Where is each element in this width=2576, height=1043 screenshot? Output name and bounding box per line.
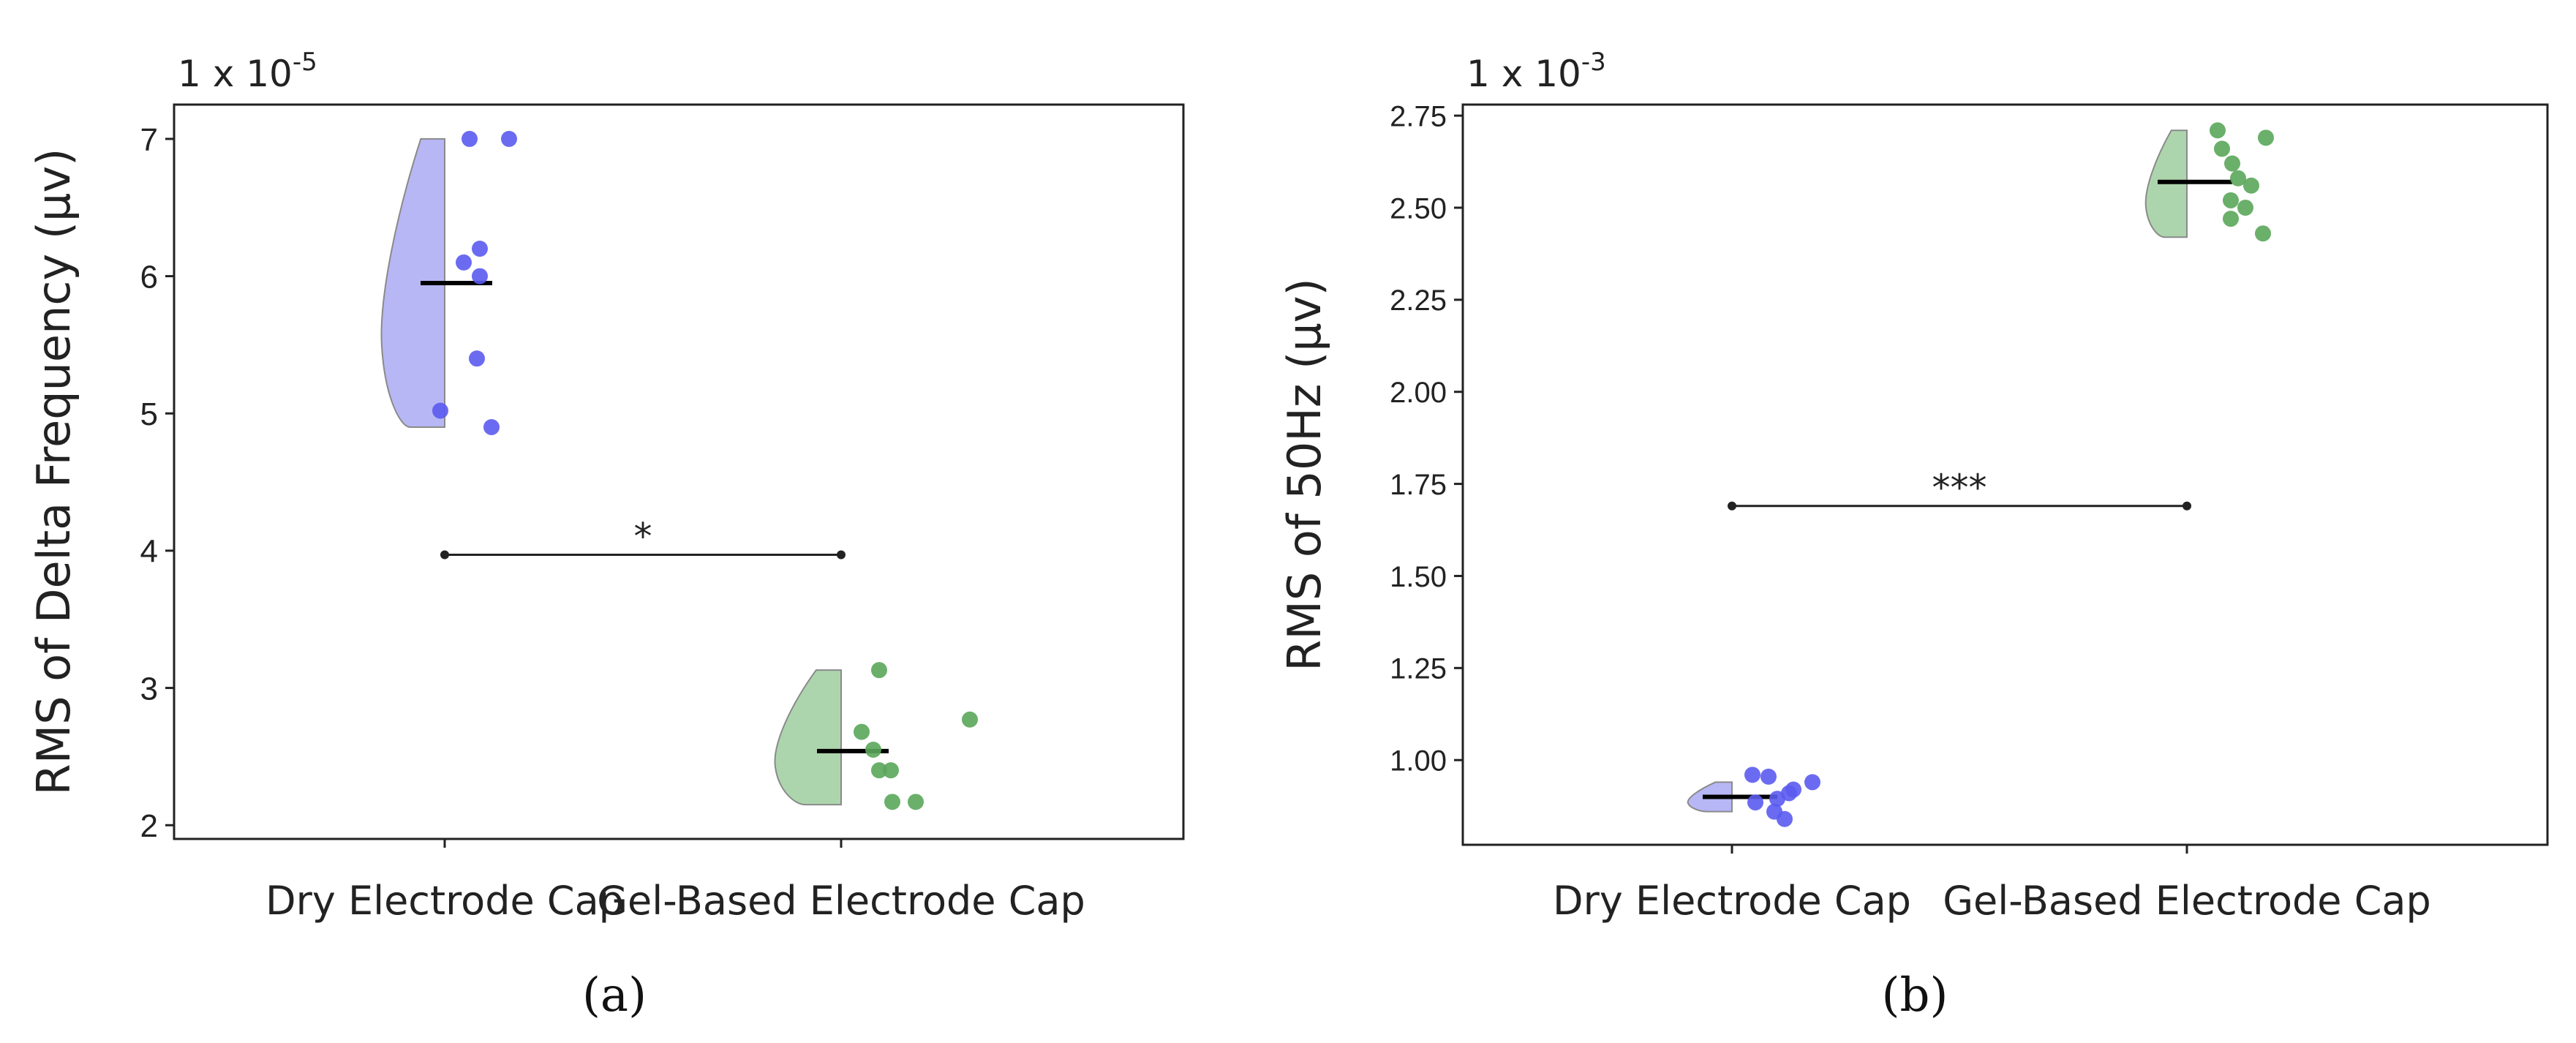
violin-gel: [774, 669, 842, 806]
data-point-dry: [472, 268, 488, 285]
scale-factor-exponent: -5: [293, 48, 317, 77]
y-tick-label: 1.00: [1390, 745, 1447, 777]
y-tick-label: 4: [140, 534, 158, 570]
significance-marker: *: [634, 516, 652, 558]
y-tick-label: 1.50: [1390, 561, 1447, 593]
data-point-gel: [871, 662, 887, 679]
data-point-dry: [432, 402, 448, 419]
y-tick-label: 2: [140, 808, 158, 844]
y-tick-label: 3: [140, 671, 158, 707]
data-point-dry: [1747, 794, 1763, 811]
data-point-gel: [908, 794, 924, 810]
significance-endpoint: [2183, 501, 2191, 511]
x-tick-label: Gel-Based Electrode Cap: [1943, 878, 2431, 924]
data-point-gel: [2224, 155, 2240, 172]
data-point-dry: [469, 350, 485, 367]
data-point-dry: [501, 130, 517, 147]
y-tick-label: 7: [140, 122, 158, 158]
y-tick-label: 2.00: [1390, 377, 1447, 409]
data-point-dry: [483, 419, 500, 436]
panel-label: (b): [1882, 968, 1948, 1023]
data-point-gel: [854, 723, 870, 740]
data-point-gel: [2214, 140, 2230, 157]
data-point-dry: [456, 254, 472, 271]
data-point-dry: [1760, 768, 1777, 785]
data-point-gel: [2223, 192, 2239, 208]
y-axis-label: RMS of 50Hz (μv): [1278, 278, 1331, 671]
data-point-dry: [1777, 810, 1793, 827]
significance-endpoint: [837, 550, 846, 560]
y-tick-label: 1.25: [1390, 653, 1447, 685]
x-tick-label: Gel-Based Electrode Cap: [597, 878, 1085, 924]
y-tick-label: 2.75: [1390, 101, 1447, 133]
data-point-gel: [962, 711, 978, 728]
data-point-gel: [2255, 225, 2271, 242]
significance-endpoint: [440, 550, 449, 560]
y-tick-label: 2.25: [1390, 285, 1447, 317]
data-point-dry: [1804, 774, 1820, 791]
significance-marker: ***: [1932, 467, 1987, 509]
panel-label: (a): [582, 968, 647, 1023]
plot-frame: [1461, 103, 2549, 846]
data-point-gel: [883, 762, 899, 779]
significance-endpoint: [1728, 501, 1736, 511]
x-tick-label: Dry Electrode Cap: [1553, 878, 1911, 924]
y-tick-label: 5: [140, 396, 158, 432]
scale-factor-exponent: -3: [1581, 48, 1606, 77]
chart-panel-b: 1.00 1.25 1.50 1.75 2.00 2.25 2.50 2.75 Dry Elec…: [1278, 48, 2549, 1023]
scale-factor-label: 1 x 10-3: [1466, 48, 1606, 95]
y-axis-label: RMS of Delta Frequency (μv): [27, 148, 80, 796]
y-tick-label: 1.75: [1390, 469, 1447, 501]
x-tick-label: Dry Electrode Cap: [265, 878, 624, 924]
data-point-dry: [462, 130, 478, 147]
data-point-gel: [865, 742, 881, 758]
data-point-gel: [2223, 211, 2239, 227]
data-point-gel: [884, 794, 900, 810]
y-tick-label: 2.50: [1390, 192, 1447, 225]
data-point-gel: [2243, 177, 2259, 194]
data-point-dry: [1744, 767, 1760, 783]
data-point-dry: [1769, 791, 1785, 807]
data-point-gel: [871, 762, 887, 779]
y-tick-label: 6: [140, 259, 158, 295]
data-point-gel: [2230, 170, 2246, 187]
violin-dry: [380, 138, 445, 429]
data-point-gel: [2237, 199, 2253, 216]
data-point-dry: [472, 241, 488, 257]
scale-factor-base: 1 x 10: [1466, 53, 1581, 95]
data-point-gel: [2258, 129, 2274, 146]
scale-factor-base: 1 x 10: [178, 53, 293, 95]
scale-factor-label: 1 x 10-5: [178, 48, 317, 95]
data-point-gel: [2210, 122, 2226, 139]
plot-frame: [173, 103, 1185, 840]
